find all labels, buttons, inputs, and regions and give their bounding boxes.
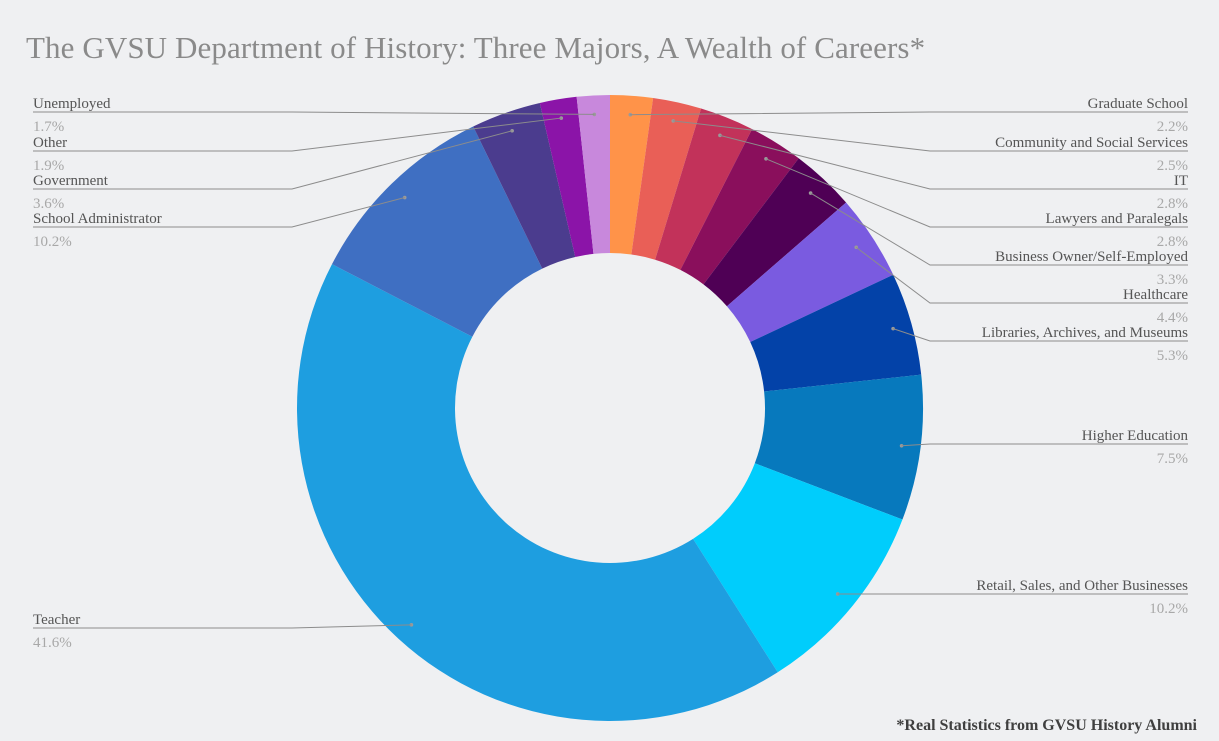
leader-line-it [719, 134, 1188, 190]
leader-line-teacher [33, 624, 412, 629]
value-label-healthcare: 4.4% [1157, 310, 1188, 326]
value-label-government: 3.6% [33, 196, 64, 212]
value-label-it: 2.8% [1157, 196, 1188, 212]
value-label-other: 1.9% [33, 158, 64, 174]
label-community-and-social-services: Community and Social Services [995, 135, 1188, 151]
slice-higher-education [754, 374, 924, 520]
slice-teacher [297, 264, 778, 722]
label-higher-education: Higher Education [1082, 428, 1189, 444]
label-graduate-school: Graduate School [1088, 96, 1188, 112]
label-other: Other [33, 135, 67, 151]
label-government: Government [33, 173, 109, 189]
label-teacher: Teacher [33, 612, 80, 628]
value-label-community-and-social-services: 2.5% [1157, 158, 1188, 174]
label-it: IT [1174, 173, 1188, 189]
slice-other [539, 96, 594, 257]
value-label-higher-education: 7.5% [1157, 451, 1188, 467]
slice-retail-sales-and-other-businesses [693, 463, 903, 673]
slice-government [473, 102, 576, 269]
value-label-school-administrator: 10.2% [33, 234, 72, 250]
slice-healthcare [726, 202, 894, 343]
leader-line-lawyers-and-paralegals [765, 158, 1188, 228]
leader-line-unemployed [33, 111, 595, 115]
chart-title: The GVSU Department of History: Three Ma… [26, 30, 926, 65]
leader-line-community-and-social-services [673, 120, 1188, 152]
label-lawyers-and-paralegals: Lawyers and Paralegals [1046, 211, 1189, 227]
leader-dot-higher-education [899, 443, 904, 448]
value-label-graduate-school: 2.2% [1157, 119, 1188, 135]
label-healthcare: Healthcare [1123, 287, 1188, 303]
label-libraries-archives-and-museums: Libraries, Archives, and Museums [982, 325, 1188, 341]
slice-it [655, 108, 753, 270]
value-label-retail-sales-and-other-businesses: 10.2% [1149, 601, 1188, 617]
leader-line-graduate-school [630, 111, 1188, 116]
leader-line-higher-education [901, 443, 1188, 447]
leader-line-business-owner-self-employed [810, 192, 1188, 266]
slice-lawyers-and-paralegals [680, 129, 799, 285]
leader-lines-group [33, 111, 1188, 629]
value-label-unemployed: 1.7% [33, 119, 64, 135]
slice-school-administrator [332, 126, 543, 337]
slice-community-and-social-services [631, 97, 702, 260]
slice-libraries-archives-and-museums [750, 274, 922, 392]
label-retail-sales-and-other-businesses: Retail, Sales, and Other Businesses [976, 578, 1188, 594]
value-label-business-owner-self-employed: 3.3% [1157, 272, 1188, 288]
label-school-administrator: School Administrator [33, 211, 162, 227]
leader-line-government [33, 130, 513, 190]
label-business-owner-self-employed: Business Owner/Self-Employed [995, 249, 1188, 265]
labels-group: Graduate School 2.2%Community and Social … [33, 96, 1189, 651]
leader-line-healthcare [855, 246, 1188, 304]
slice-unemployed [576, 95, 610, 254]
footnote: *Real Statistics from GVSU History Alumn… [896, 717, 1197, 734]
value-label-lawyers-and-paralegals: 2.8% [1157, 234, 1188, 250]
leader-line-libraries-archives-and-museums [892, 328, 1188, 342]
leader-line-other [33, 117, 562, 152]
slice-business-owner-self-employed [703, 158, 847, 307]
value-label-teacher: 41.6% [33, 635, 72, 651]
slice-graduate-school [610, 95, 654, 255]
value-label-libraries-archives-and-museums: 5.3% [1157, 348, 1188, 364]
leader-line-school-administrator [33, 197, 405, 228]
label-unemployed: Unemployed [33, 96, 111, 112]
slices-group [297, 95, 924, 722]
